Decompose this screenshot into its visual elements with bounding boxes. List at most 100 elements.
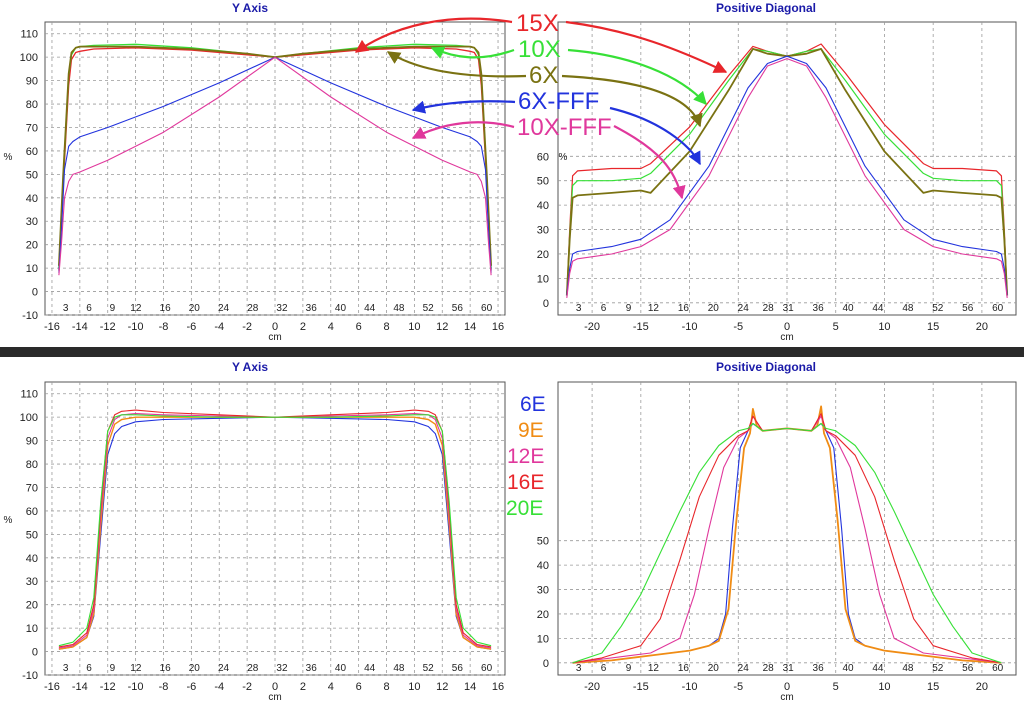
y-tick-label: 70 <box>26 482 38 494</box>
secondary-tick-label: 60 <box>481 303 493 314</box>
y-axis-label: % <box>559 152 568 163</box>
y-tick-label: 80 <box>26 459 38 471</box>
x-tick-label: 0 <box>272 681 278 693</box>
secondary-tick-label: 12 <box>648 303 660 314</box>
chart-title: Y Axis <box>232 360 268 374</box>
secondary-tick-label: 16 <box>678 303 690 314</box>
secondary-tick-label: 9 <box>626 663 632 674</box>
x-tick-label: 8 <box>383 681 389 693</box>
secondary-tick-label: 12 <box>130 663 142 674</box>
secondary-tick-label: 28 <box>763 303 775 314</box>
series-group <box>572 405 1002 664</box>
x-tick-label: -10 <box>682 681 698 693</box>
x-tick-label: -12 <box>100 321 116 333</box>
y-axis-label: % <box>4 515 13 526</box>
y-tick-label: 10 <box>26 263 38 275</box>
secondary-tick-label: 60 <box>992 303 1004 314</box>
x-axis-label: cm <box>780 692 793 703</box>
secondary-tick-label: 6 <box>86 303 92 314</box>
y-tick-label: 20 <box>537 249 549 261</box>
secondary-tick-label: 24 <box>218 663 230 674</box>
series-group <box>565 43 1009 298</box>
y-tick-label: 50 <box>26 169 38 181</box>
legend-label-6e: 6E <box>520 393 546 416</box>
x-tick-label: -14 <box>72 321 88 333</box>
x-tick-label: 10 <box>878 681 890 693</box>
x-tick-label: 10 <box>408 321 420 333</box>
y-tick-label: 20 <box>26 240 38 252</box>
x-tick-label: -20 <box>584 681 600 693</box>
secondary-tick-label: 20 <box>189 663 201 674</box>
annotation-arrow-6x-fff-left <box>411 100 516 114</box>
secondary-tick-label: 52 <box>423 663 435 674</box>
y-tick-label: 0 <box>32 647 38 659</box>
y-tick-label: 60 <box>537 151 549 163</box>
x-tick-label: 2 <box>300 321 306 333</box>
annotation-arrow-10x-fff-right <box>613 125 686 200</box>
secondary-tick-label: 31 <box>783 663 795 674</box>
x-tick-label: 6 <box>356 681 362 693</box>
secondary-tick-label: 36 <box>813 663 825 674</box>
secondary-tick-label: 48 <box>393 663 405 674</box>
x-tick-label: 16 <box>492 681 504 693</box>
secondary-tick-label: 12 <box>130 303 142 314</box>
secondary-tick-label: 16 <box>160 663 172 674</box>
secondary-tick-label: 48 <box>393 303 405 314</box>
y-axis-label: % <box>4 152 13 163</box>
x-tick-label: -14 <box>72 681 88 693</box>
secondary-tick-label: 60 <box>481 663 493 674</box>
x-tick-label: 12 <box>436 681 448 693</box>
secondary-tick-label: 48 <box>902 663 914 674</box>
x-tick-label: -10 <box>128 321 144 333</box>
series-line-10x-fff <box>566 58 1008 298</box>
secondary-tick-label: 6 <box>601 303 607 314</box>
x-axis-label: cm <box>268 692 281 703</box>
y-tick-label: 10 <box>537 633 549 645</box>
secondary-tick-label: 40 <box>842 303 854 314</box>
x-tick-label: 5 <box>833 321 839 333</box>
secondary-tick-label: 20 <box>189 303 201 314</box>
legend-label-16e: 16E <box>507 471 544 494</box>
secondary-tick-label: 60 <box>992 663 1004 674</box>
secondary-tick-label: 3 <box>576 663 582 674</box>
secondary-tick-label: 3 <box>63 663 69 674</box>
y-tick-label: 50 <box>26 529 38 541</box>
x-tick-label: -8 <box>159 321 169 333</box>
series-line-10x-fff <box>58 56 492 276</box>
x-tick-label: -6 <box>186 321 196 333</box>
y-tick-label: 110 <box>20 389 38 401</box>
x-tick-label: 4 <box>328 681 334 693</box>
x-tick-label: 12 <box>436 321 448 333</box>
annotation-arrow-10x-right <box>567 48 707 105</box>
y-tick-label: 0 <box>543 298 549 310</box>
y-tick-label: 90 <box>26 436 38 448</box>
y-tick-label: 30 <box>537 585 549 597</box>
y-tick-label: 100 <box>20 52 38 64</box>
annotation-label-10x-fff: 10X-FFF <box>517 114 612 141</box>
x-tick-label: 4 <box>328 321 334 333</box>
x-tick-label: -10 <box>128 681 144 693</box>
secondary-tick-label: 24 <box>218 303 230 314</box>
x-tick-label: 2 <box>300 681 306 693</box>
y-tick-label: 20 <box>26 600 38 612</box>
secondary-tick-label: 44 <box>364 663 376 674</box>
annotation-label-6x-fff: 6X-FFF <box>518 88 599 115</box>
secondary-tick-label: 24 <box>738 303 750 314</box>
x-tick-label: 15 <box>927 321 939 333</box>
x-tick-label: -5 <box>733 681 743 693</box>
panel-divider <box>0 347 1024 357</box>
y-tick-label: 30 <box>26 576 38 588</box>
secondary-tick-label: 36 <box>306 663 318 674</box>
secondary-tick-label: 16 <box>160 303 172 314</box>
x-tick-label: 14 <box>464 681 476 693</box>
secondary-tick-label: 28 <box>763 663 775 674</box>
x-tick-label: 0 <box>784 681 790 693</box>
series-line-20e <box>572 422 1002 664</box>
x-tick-label: -2 <box>242 321 252 333</box>
annotation-arrow-6x-fff-right <box>609 106 701 166</box>
y-tick-label: 30 <box>537 225 549 237</box>
secondary-tick-label: 52 <box>423 303 435 314</box>
secondary-tick-label: 3 <box>63 303 69 314</box>
